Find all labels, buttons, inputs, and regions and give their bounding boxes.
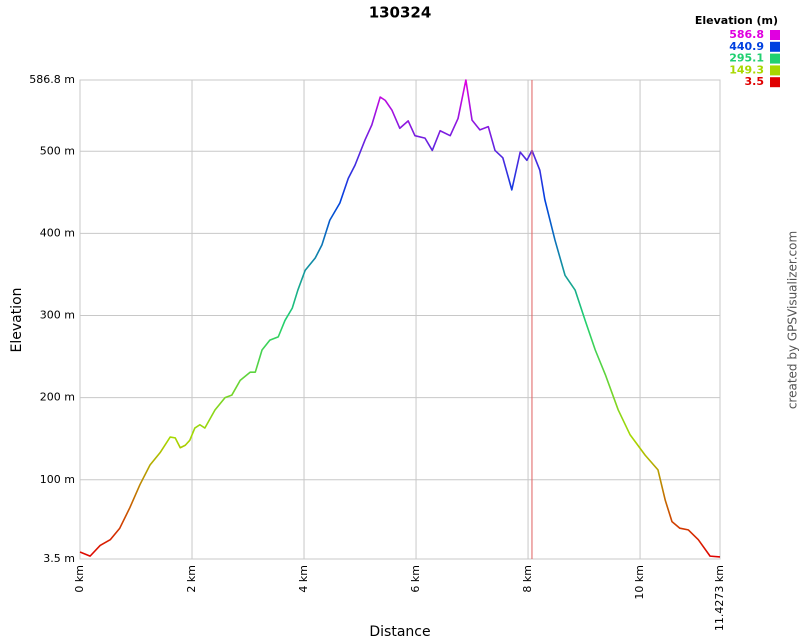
legend-label: 440.9 (729, 40, 764, 53)
x-tick-label: 11.4273 km (713, 565, 726, 631)
legend-label: 149.3 (729, 63, 764, 76)
legend-swatch (770, 30, 780, 40)
x-tick-label: 4 km (297, 565, 310, 593)
plot-border (79, 79, 721, 560)
x-tick-label: 10 km (633, 565, 646, 600)
x-axis-label: Distance (369, 624, 430, 640)
elevation-line (79, 79, 721, 558)
y-tick-label: 3.5 m (43, 552, 75, 565)
legend-swatch (770, 41, 780, 52)
y-tick-label: 586.8 m (29, 73, 75, 86)
legend-label: 586.8 (729, 28, 764, 41)
legend-swatch (770, 77, 780, 88)
y-tick-label: 200 m (40, 391, 75, 404)
y-tick-label: 500 m (40, 144, 75, 157)
x-tick-label: 0 km (73, 565, 86, 593)
legend-label: 295.1 (729, 52, 764, 65)
x-tick-label: 8 km (521, 565, 534, 593)
x-tick-label: 6 km (409, 565, 422, 593)
chart-title: 130324 (369, 4, 432, 22)
legend-swatch (770, 53, 780, 64)
legend-swatch (770, 65, 780, 76)
credit: created by GPSVisualizer.com (786, 231, 800, 409)
y-tick-label: 300 m (40, 309, 75, 322)
y-tick-label: 400 m (40, 226, 75, 239)
y-axis-label: Elevation (9, 287, 25, 352)
legend-label: 3.5 (745, 75, 765, 88)
legend-title: Elevation (m) (695, 14, 778, 27)
y-tick-label: 100 m (40, 473, 75, 486)
x-tick-label: 2 km (185, 565, 198, 593)
